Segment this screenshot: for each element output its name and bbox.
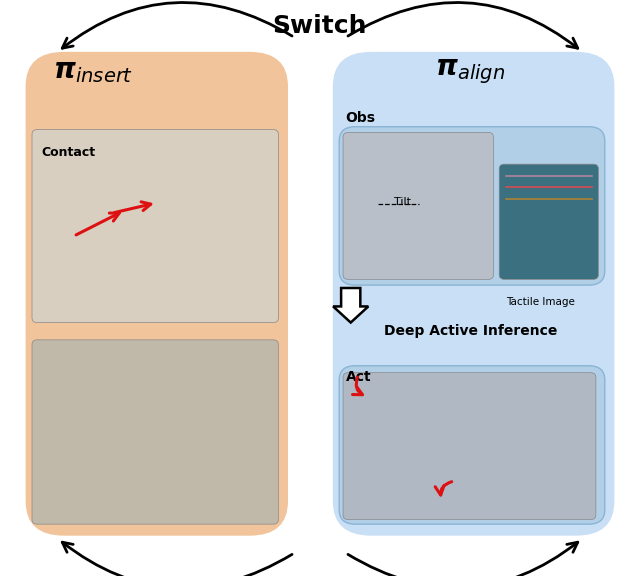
Text: Switch: Switch [273, 14, 367, 38]
Text: Obs: Obs [346, 111, 376, 125]
FancyBboxPatch shape [339, 127, 605, 285]
FancyBboxPatch shape [26, 52, 288, 536]
FancyBboxPatch shape [343, 132, 493, 279]
Text: Tactile Image: Tactile Image [506, 297, 575, 306]
FancyBboxPatch shape [32, 130, 278, 323]
FancyBboxPatch shape [499, 164, 598, 279]
FancyBboxPatch shape [32, 340, 278, 524]
FancyBboxPatch shape [339, 366, 605, 524]
Text: Deep Active Inference: Deep Active Inference [384, 324, 557, 338]
Text: $\boldsymbol{\pi}_{align}$: $\boldsymbol{\pi}_{align}$ [435, 58, 506, 86]
FancyBboxPatch shape [333, 52, 614, 536]
FancyBboxPatch shape [343, 373, 596, 520]
Text: Tilt: Tilt [394, 196, 411, 207]
FancyArrow shape [333, 288, 369, 323]
Text: $\boldsymbol{\pi}_{insert}$: $\boldsymbol{\pi}_{insert}$ [52, 59, 133, 85]
Text: Act: Act [346, 370, 371, 384]
Text: Contact: Contact [42, 146, 96, 159]
